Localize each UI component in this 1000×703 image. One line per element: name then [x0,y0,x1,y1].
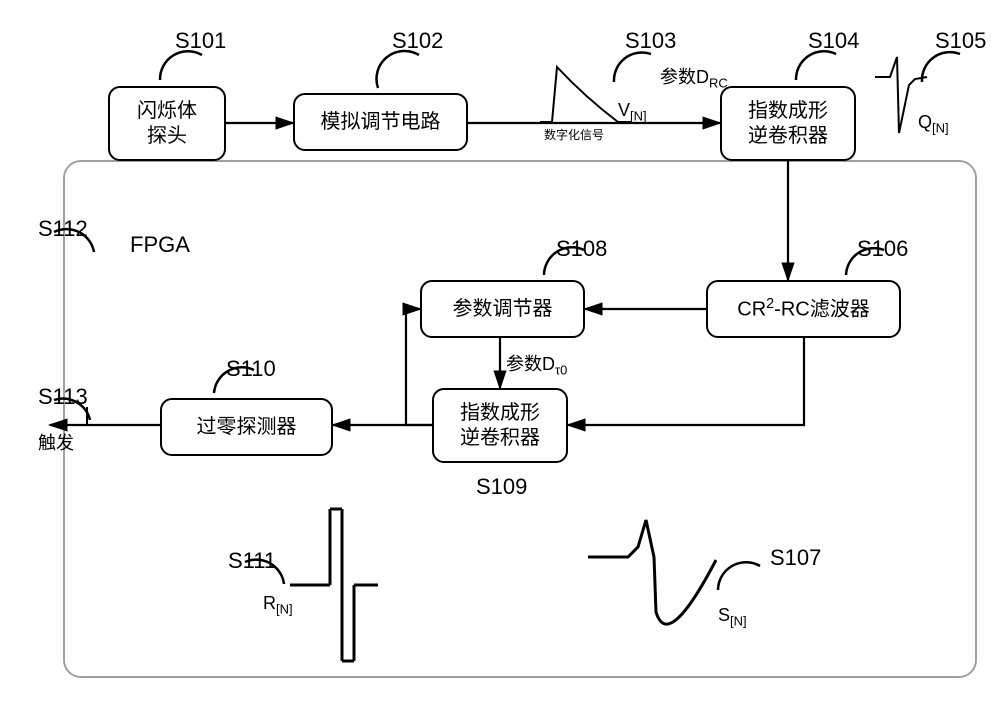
box-s109: 指数成形逆卷积器 [432,388,568,463]
arc-s103 [614,53,651,82]
label-sn: S[N] [718,605,747,629]
label-qn: Q[N] [918,112,949,136]
box-s110-label: 过零探测器 [197,415,297,440]
label-vn: V[N] [618,100,647,124]
box-s104-label: 指数成形逆卷积器 [748,99,828,149]
tag-s105: S105 [935,28,986,54]
tag-s103: S103 [625,28,676,54]
box-s108: 参数调节器 [420,280,585,338]
arc-s101 [160,51,202,80]
fpga-label: FPGA [130,232,190,258]
box-s109-label: 指数成形逆卷积器 [460,401,540,451]
tag-s104: S104 [808,28,859,54]
box-s102-label: 模拟调节电路 [321,110,441,135]
tag-s101: S101 [175,28,226,54]
tag-s110: S110 [226,356,276,382]
block-diagram: FPGA 闪烁体探头 模拟调节电路 指数成形逆卷积器 CR2-RC滤波器 参数调… [0,0,1000,703]
tag-s111: S111 [228,548,276,574]
label-param-drc: 参数DRC [660,63,728,91]
tag-s107: S107 [770,545,821,571]
box-s101-label: 闪烁体探头 [137,99,197,149]
tag-s109: S109 [476,474,527,500]
arc-s102 [376,51,419,88]
box-s110: 过零探测器 [160,398,333,456]
box-s104: 指数成形逆卷积器 [720,86,856,161]
label-trigger: 触发 [38,429,74,455]
arc-s105 [922,52,960,82]
tag-s102: S102 [392,28,443,54]
tag-s106: S106 [857,236,908,262]
box-s106: CR2-RC滤波器 [706,280,901,338]
box-s101: 闪烁体探头 [108,86,226,161]
label-digit-signal: 数字化信号 [544,126,604,143]
label-rn: R[N] [263,593,293,617]
label-param-dt0: 参数Dτ0 [506,350,567,378]
box-s108-label: 参数调节器 [453,297,553,322]
tag-s113: S113 [38,384,88,410]
box-s106-label: CR2-RC滤波器 [737,295,869,323]
tag-s112: S112 [38,216,88,242]
tag-s108: S108 [556,236,607,262]
arc-s104 [796,51,836,80]
box-s102: 模拟调节电路 [293,93,468,151]
